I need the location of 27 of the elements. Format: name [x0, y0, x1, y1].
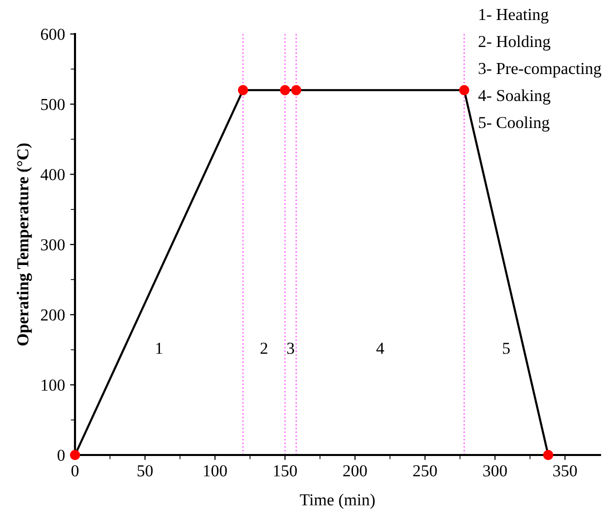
y-tick-label: 400: [40, 169, 65, 180]
annotation: 4: [376, 342, 384, 354]
text: 1- Heating: [479, 8, 548, 24]
annotation: 4- Soaking: [478, 89, 550, 105]
y-tick-label: 500: [41, 98, 65, 110]
y-tick-label: 100: [42, 380, 65, 391]
annotation: 5- Cooling: [478, 116, 550, 132]
y-tick-label: 600: [40, 28, 65, 40]
annotation: 2: [260, 342, 268, 354]
y-tick-label: 200: [41, 309, 65, 321]
x-tick-label: 0: [71, 465, 79, 476]
y-tick-label: 300: [41, 239, 65, 250]
x-tick-label: 250: [413, 465, 437, 476]
x-tick-label: 150: [274, 465, 297, 476]
annotation: 3: [287, 342, 294, 354]
x-tick-label: 200: [343, 465, 367, 476]
y-axis-title: Operating Temperature (°C): [16, 143, 32, 346]
x-tick-label: 50: [138, 465, 153, 476]
x-axis-title: Time (min): [300, 494, 375, 509]
annotation: 5: [503, 342, 510, 354]
x-tick-label: 300: [483, 465, 507, 476]
annotation: 1: [156, 342, 162, 354]
y-tick-label: 0: [58, 450, 65, 461]
x-tick-label: 100: [204, 465, 227, 476]
x-tick-label: 350: [553, 465, 577, 476]
annotation: 3- Pre-compacting: [478, 62, 602, 78]
annotation: 2- Holding: [478, 35, 550, 51]
